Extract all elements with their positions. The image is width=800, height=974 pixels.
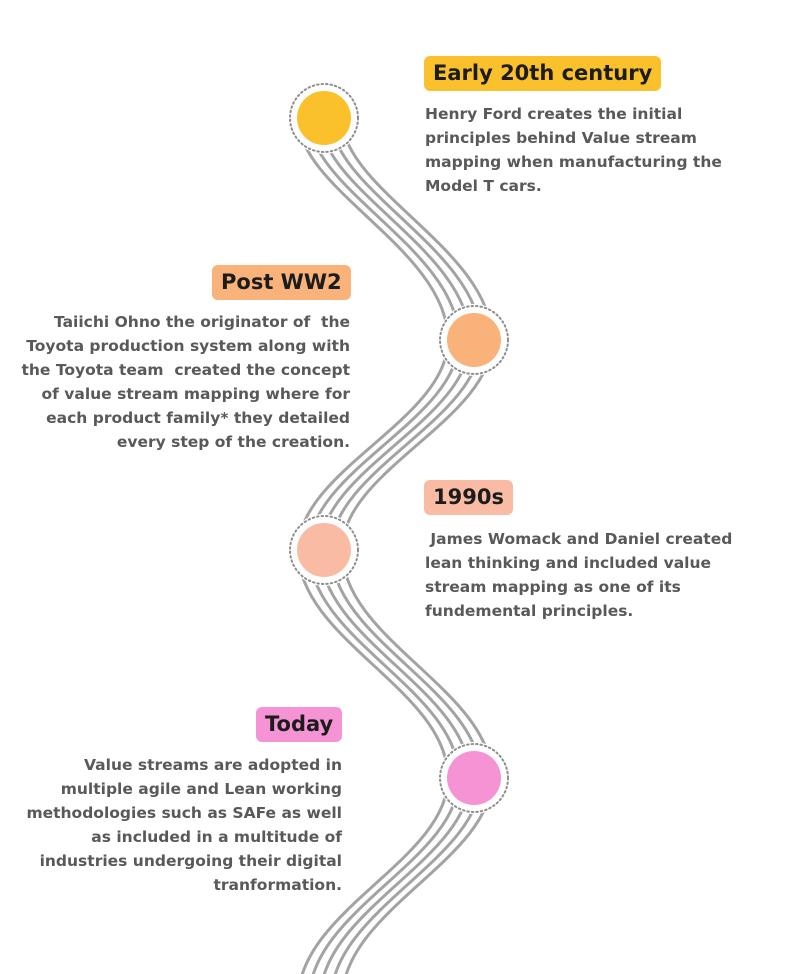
description-line: principles behind Value stream bbox=[425, 129, 697, 147]
description-line: tranformation. bbox=[213, 876, 343, 894]
milestone-nodes bbox=[288, 82, 510, 814]
description-line: the Toyota team created the concept bbox=[21, 361, 350, 379]
description-line: fundemental principles. bbox=[425, 602, 634, 620]
milestone-node bbox=[288, 82, 360, 154]
description-line: of value stream mapping where for bbox=[41, 385, 350, 403]
milestone-title-text: Today bbox=[265, 712, 334, 736]
description-line: Taiichi Ohno the originator of the bbox=[54, 313, 350, 331]
milestone-node bbox=[438, 304, 510, 376]
description-line: Model T cars. bbox=[425, 177, 542, 195]
milestone-description-1990s: James Womack and Daniel created lean thi… bbox=[425, 527, 765, 623]
milestone-node-dot bbox=[447, 751, 501, 805]
description-line: Toyota production system along with bbox=[26, 337, 350, 355]
milestone-node bbox=[438, 742, 510, 814]
description-line: as included in a multitude of bbox=[91, 828, 342, 846]
description-line: stream mapping as one of its bbox=[425, 578, 681, 596]
milestone-node-ring bbox=[439, 743, 509, 813]
milestone-node-dot bbox=[447, 313, 501, 367]
milestone-description-today: Value streams are adopted in multiple ag… bbox=[2, 753, 342, 897]
description-line: methodologies such as SAFe as well bbox=[26, 804, 342, 822]
milestone-node-ring bbox=[289, 83, 359, 153]
milestone-title-early-20th-century: Early 20th century bbox=[424, 56, 662, 91]
description-line: mapping when manufacturing the bbox=[425, 153, 722, 171]
milestone-title-1990s: 1990s bbox=[424, 480, 513, 515]
description-line: every step of the creation. bbox=[116, 433, 350, 451]
milestone-description-post-ww2: Taiichi Ohno the originator of the Toyot… bbox=[10, 310, 350, 454]
milestone-node-ring bbox=[289, 515, 359, 585]
milestone-title-post-ww2: Post WW2 bbox=[212, 265, 351, 300]
description-line: Value streams are adopted in bbox=[84, 756, 342, 774]
milestone-node-dot bbox=[297, 523, 351, 577]
milestone-title-text: Post WW2 bbox=[221, 270, 342, 294]
milestone-title-text: Early 20th century bbox=[433, 61, 653, 85]
description-line: Henry Ford creates the initial bbox=[425, 105, 683, 123]
milestone-title-text: 1990s bbox=[433, 485, 504, 509]
description-line: lean thinking and included value bbox=[425, 554, 712, 572]
description-line: multiple agile and Lean working bbox=[60, 780, 342, 798]
description-line: industries undergoing their digital bbox=[39, 852, 342, 870]
milestone-title-today: Today bbox=[256, 707, 343, 742]
milestone-description-early-20th-century: Henry Ford creates the initial principle… bbox=[425, 102, 765, 198]
description-line: each product family* they detailed bbox=[46, 409, 350, 427]
milestone-node-dot bbox=[297, 91, 351, 145]
description-line: James Womack and Daniel created bbox=[425, 530, 733, 548]
milestone-node bbox=[288, 514, 360, 586]
milestone-node-ring bbox=[439, 305, 509, 375]
